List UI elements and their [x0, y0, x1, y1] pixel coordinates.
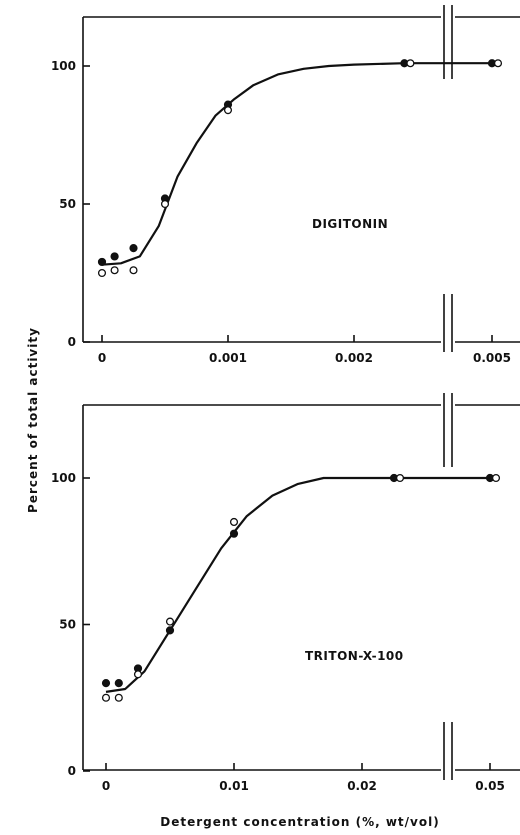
data-point-open [160, 199, 170, 209]
x-tick-label: 0.02 [347, 779, 377, 793]
data-point-open [133, 670, 143, 679]
data-point-open [229, 517, 239, 526]
data-point-filled [97, 257, 107, 267]
fitted-curve [101, 62, 492, 266]
data-point-open [491, 473, 501, 483]
x-tick-label: 0.001 [209, 351, 247, 365]
y-tick-label: 50 [59, 197, 76, 211]
x-tick-label: 0.005 [473, 351, 511, 365]
data-point-open [165, 617, 175, 626]
data-point-open [406, 59, 415, 68]
y-tick-label: 0 [68, 764, 76, 778]
data-point-open [395, 473, 405, 483]
fitted-curve [105, 476, 490, 693]
data-point-filled [129, 244, 138, 253]
data-point-open [97, 268, 107, 278]
data-point-open [223, 106, 233, 115]
data-point-open [114, 693, 123, 702]
x-tick-label: 0.002 [335, 351, 373, 365]
y-tick-label: 100 [51, 59, 76, 73]
y-tick-label: 0 [68, 335, 76, 349]
digitonin-panel: 0 50 100 0 0.001 0.002 0.005 DIGITONIN [51, 5, 520, 365]
data-point-filled [229, 529, 239, 538]
x-tick-label: 0.01 [219, 779, 249, 793]
data-point-open [110, 266, 119, 275]
panel-label: DIGITONIN [312, 217, 388, 231]
data-point-filled [114, 679, 123, 688]
y-tick-label: 100 [51, 471, 76, 485]
data-point-open [129, 266, 138, 275]
y-axis-title: Percent of total activity [26, 327, 40, 513]
x-tick-label: 0 [98, 351, 106, 365]
data-point-filled [165, 626, 175, 635]
data-point-open [493, 59, 503, 68]
triton-panel: 0 50 100 0 0.01 0.02 0.05 TRITON-X-100 [51, 393, 520, 793]
data-point-filled [101, 679, 111, 688]
x-axis-title: Detergent concentration (%, wt/vol) [160, 815, 439, 829]
x-tick-label: 0 [102, 779, 110, 793]
panel-label: TRITON-X-100 [305, 649, 404, 663]
data-point-open [101, 693, 111, 702]
y-tick-label: 50 [59, 618, 76, 632]
data-point-filled [110, 252, 119, 261]
x-tick-label: 0.05 [475, 779, 505, 793]
